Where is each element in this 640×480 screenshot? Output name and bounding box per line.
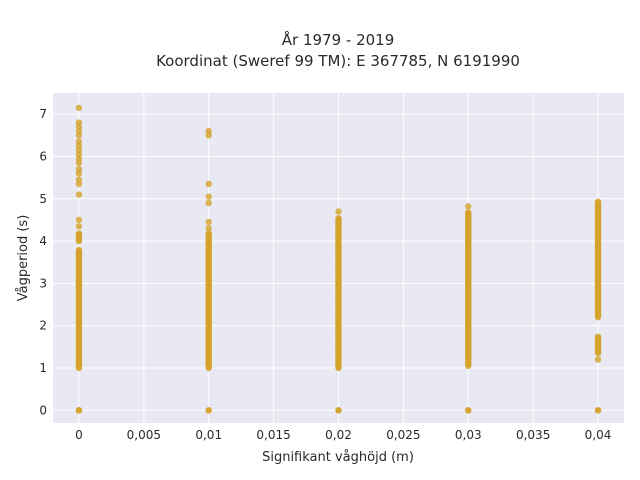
data-point <box>465 203 472 210</box>
data-point <box>75 104 83 112</box>
x-tick-label: 0,035 <box>516 428 550 442</box>
y-tick-label: 6 <box>39 149 47 163</box>
data-point <box>75 176 83 183</box>
y-tick-labels: 0 1 2 3 4 5 6 7 <box>39 107 47 417</box>
data-point <box>75 119 83 126</box>
data-point <box>594 356 602 363</box>
data-point <box>205 218 212 226</box>
x-tick-label: 0,04 <box>585 428 612 442</box>
x-tick-label: 0 <box>75 428 83 442</box>
data-point <box>465 407 472 414</box>
x-tick-label: 0,015 <box>256 428 290 442</box>
chart-title-line1: År 1979 - 2019 <box>282 30 395 49</box>
data-points <box>75 104 602 414</box>
data-point <box>75 191 83 198</box>
data-point <box>594 333 602 340</box>
data-point <box>75 138 83 145</box>
y-tick-label: 0 <box>39 403 47 417</box>
y-tick-label: 4 <box>39 234 47 248</box>
data-point <box>205 225 212 232</box>
data-point <box>335 407 342 414</box>
data-point <box>75 165 83 173</box>
x-tick-labels: 0 0,005 0,01 0,015 0,02 0,025 0,03 0,035 0,04 <box>75 428 611 442</box>
x-tick-label: 0,03 <box>455 428 482 442</box>
y-tick-label: 3 <box>39 276 47 290</box>
data-point <box>205 199 212 207</box>
data-point <box>205 193 212 200</box>
data-point <box>335 215 342 222</box>
x-tick-label: 0,01 <box>195 428 222 442</box>
data-point <box>594 407 602 414</box>
data-point <box>205 230 212 237</box>
data-point <box>75 246 83 254</box>
y-tick-label: 1 <box>39 361 47 375</box>
y-axis-label: Vågperiod (s) <box>16 215 31 302</box>
chart-title-line2: Koordinat (Sweref 99 TM): E 367785, N 61… <box>156 52 520 70</box>
data-point <box>75 216 83 224</box>
y-tick-label: 5 <box>39 192 47 206</box>
data-point <box>205 127 212 135</box>
data-point <box>75 223 83 230</box>
x-axis-label: Signifikant våghöjd (m) <box>262 450 414 465</box>
data-point <box>465 209 472 216</box>
y-tick-label: 7 <box>39 107 47 121</box>
x-tick-label: 0,02 <box>325 428 352 442</box>
data-point <box>335 208 342 215</box>
y-tick-label: 2 <box>39 319 47 333</box>
x-tick-label: 0,025 <box>386 428 420 442</box>
x-tick-label: 0,005 <box>127 428 161 442</box>
data-point <box>75 407 83 414</box>
data-point <box>205 180 212 188</box>
data-point <box>594 198 602 205</box>
data-point <box>205 407 212 414</box>
data-point <box>75 230 83 237</box>
